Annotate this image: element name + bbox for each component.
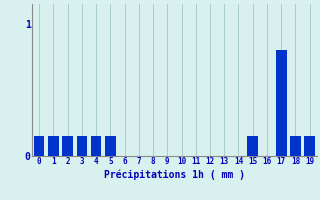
- Bar: [105, 136, 116, 156]
- Bar: [34, 136, 44, 156]
- Bar: [76, 136, 87, 156]
- Bar: [91, 136, 101, 156]
- Bar: [276, 50, 286, 156]
- Bar: [247, 136, 258, 156]
- X-axis label: Précipitations 1h ( mm ): Précipitations 1h ( mm ): [104, 169, 245, 180]
- Bar: [62, 136, 73, 156]
- Bar: [304, 136, 315, 156]
- Bar: [290, 136, 301, 156]
- Bar: [48, 136, 59, 156]
